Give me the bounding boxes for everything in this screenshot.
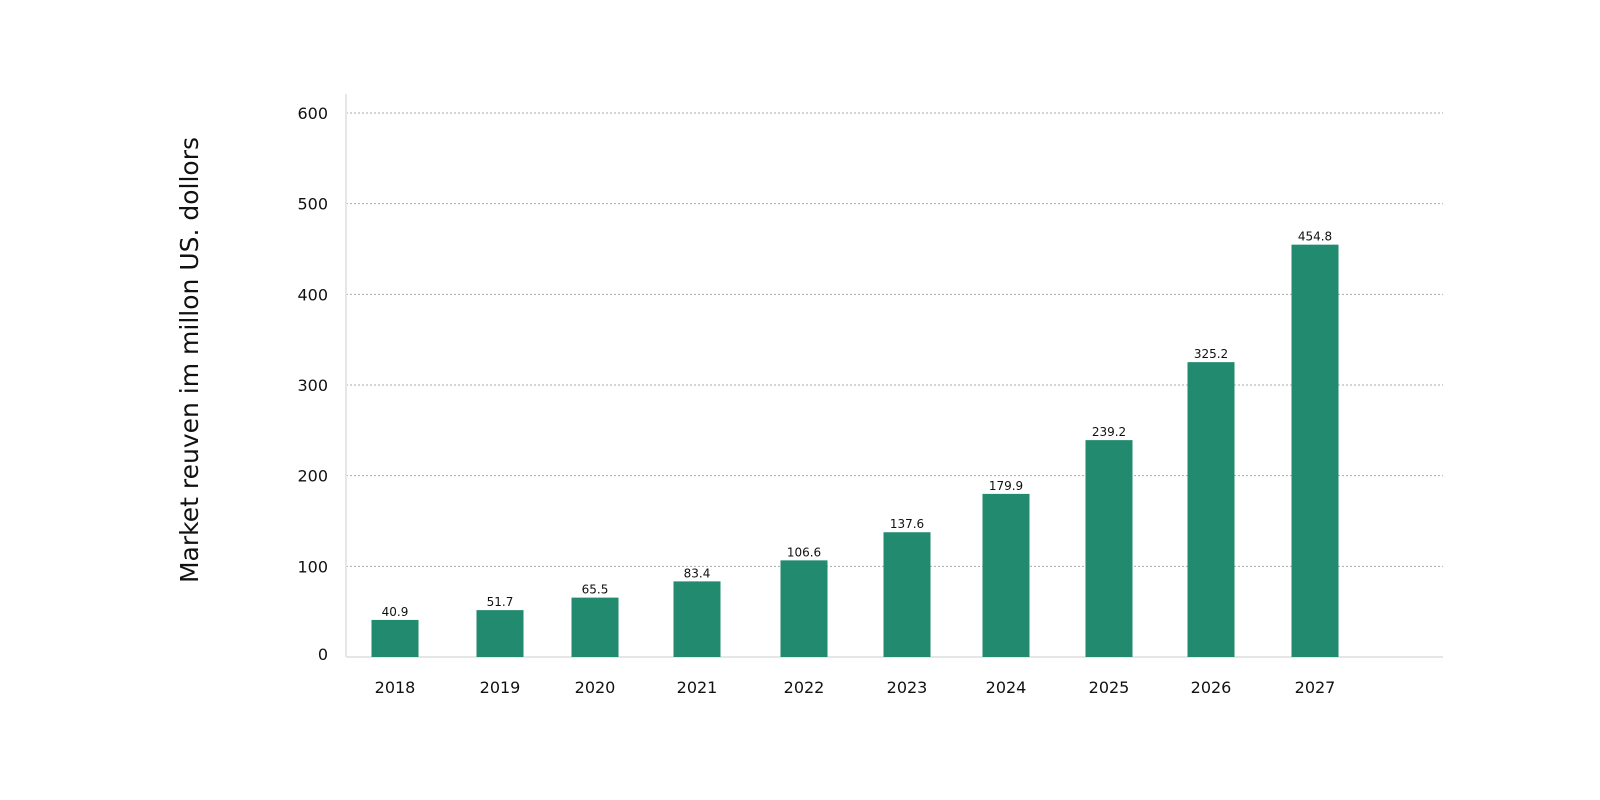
data-label: 51.7 — [487, 595, 514, 609]
bar-2022 — [780, 560, 828, 657]
x-tick-label: 2022 — [784, 678, 825, 697]
x-tick-label: 2021 — [677, 678, 718, 697]
bar-2019 — [476, 610, 524, 657]
data-label: 40.9 — [382, 605, 409, 619]
data-label: 137.6 — [890, 517, 924, 531]
data-label: 325.2 — [1194, 347, 1228, 361]
data-label: 83.4 — [684, 566, 711, 580]
x-tick-label: 2025 — [1089, 678, 1130, 697]
bar-2023 — [883, 532, 931, 657]
y-tick-label: 400 — [297, 285, 328, 304]
y-tick-label: 300 — [297, 376, 328, 395]
x-tick-label: 2020 — [575, 678, 616, 697]
y-tick-label: 600 — [297, 104, 328, 123]
y-tick-labels: 0 100 200 300 400 500 600 — [297, 104, 328, 664]
bar-2026 — [1187, 362, 1235, 657]
data-label: 106.6 — [787, 545, 821, 559]
x-tick-label: 2019 — [480, 678, 521, 697]
data-label: 179.9 — [989, 479, 1023, 493]
x-tick-label: 2026 — [1191, 678, 1232, 697]
bar-2024 — [982, 493, 1030, 657]
bar-2027 — [1291, 244, 1339, 657]
y-tick-label: 200 — [297, 467, 328, 486]
data-label: 239.2 — [1092, 425, 1126, 439]
bar-2018 — [371, 619, 419, 657]
bars: 40.9 51.7 65.5 83.4 106.6 137.6 179.9 239.2 325.… — [371, 230, 1339, 657]
x-tick-labels: 2018 2019 2020 2021 2022 2023 2024 2025 2026 2027 — [375, 678, 1336, 697]
y-axis-title: Market reuven im millon US. dollors — [175, 137, 204, 583]
x-tick-label: 2023 — [887, 678, 928, 697]
bar-2020 — [571, 597, 619, 657]
data-label: 65.5 — [582, 583, 609, 597]
gridlines — [346, 112, 1443, 567]
x-tick-label: 2027 — [1295, 678, 1336, 697]
bar-2025 — [1085, 440, 1133, 657]
x-tick-label: 2018 — [375, 678, 416, 697]
bar-2021 — [673, 581, 721, 657]
data-label: 454.8 — [1298, 230, 1332, 244]
x-tick-label: 2024 — [986, 678, 1027, 697]
y-tick-label: 500 — [297, 195, 328, 214]
y-tick-label: 0 — [318, 645, 328, 664]
y-tick-label: 100 — [297, 557, 328, 576]
